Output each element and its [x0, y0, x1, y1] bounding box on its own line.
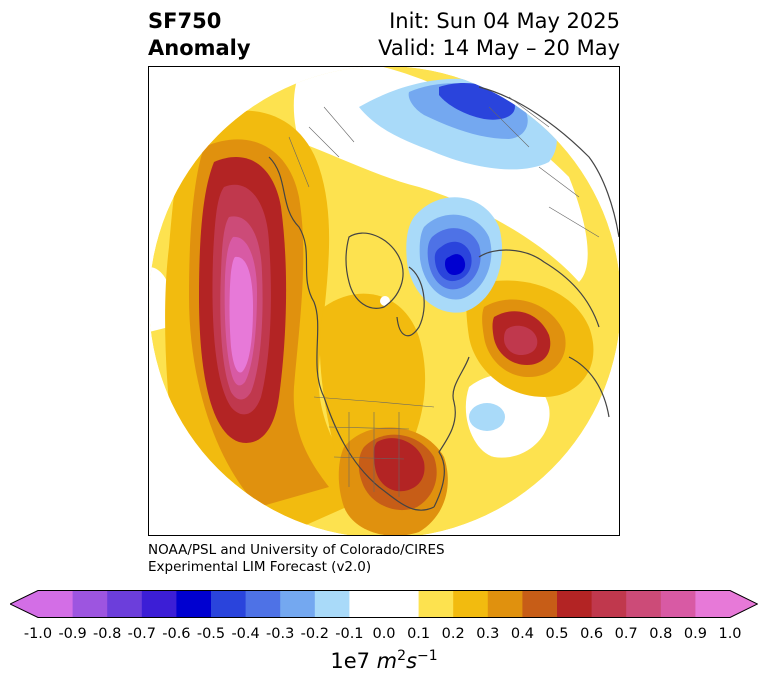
colorbar-segment [245, 590, 281, 618]
colorbar-segment [695, 590, 731, 618]
colorbar-tick-label: 0.8 [649, 626, 673, 642]
colorbar-tick-label: -0.3 [266, 626, 295, 642]
anomaly-map [149, 67, 619, 535]
date-block: Init: Sun 04 May 2025 Valid: 14 May – 20… [378, 8, 620, 62]
colorbar-tick-label: 0.0 [372, 626, 396, 642]
colorbar-segment [418, 590, 454, 618]
colorbar-segment [176, 590, 212, 618]
eurasia-high-core [504, 325, 538, 355]
colorbar-tick-label: 0.7 [614, 626, 638, 642]
map-frame [148, 66, 620, 536]
colorbar-tick-label: -0.5 [196, 626, 226, 642]
colorbar-tick-label: 0.9 [683, 626, 707, 642]
greenland-outline [396, 266, 425, 337]
colorbar-outline [10, 590, 758, 618]
colorbar-segment [522, 590, 558, 618]
colorbar-segment [591, 590, 627, 618]
colorbar-tick-label: -0.9 [58, 626, 87, 642]
colorbar-max-extend-arrow [730, 590, 758, 618]
us-canada-border [313, 396, 435, 408]
colorbar-tick-label: -0.4 [231, 626, 260, 642]
colorbar-tick-label: -0.1 [335, 626, 364, 642]
colorbar-segment [349, 590, 385, 618]
us-state-lines [328, 412, 410, 497]
units-exp-1: 2 [397, 648, 407, 664]
colorbar-tick-label: 0.6 [580, 626, 604, 642]
colorbar-segment [38, 590, 74, 618]
colorbar-tick-label: -0.6 [162, 626, 191, 642]
pole-neutral-dot [380, 296, 390, 306]
east-asia-borders [288, 106, 355, 188]
colorbar-tick-label: 1.0 [718, 626, 742, 642]
colorbar-segment [660, 590, 696, 618]
units-prefix: 1e7 [330, 649, 377, 673]
atlantic-low-patch [469, 403, 505, 431]
colorbar-tick-label: -1.0 [23, 626, 53, 642]
colorbar-segment [314, 590, 350, 618]
pacific-ridge-peak [229, 256, 253, 373]
siberian-low-core [445, 254, 466, 275]
init-date-label: Init: Sun 04 May 2025 [389, 9, 620, 33]
colorbar-segment [626, 590, 662, 618]
colorbar-units: 1e7 m2s−1 [0, 648, 768, 673]
north-america-east-coast [433, 356, 470, 508]
valid-range-label: Valid: 14 May – 20 May [378, 36, 620, 60]
europe-coast [568, 356, 610, 418]
hudson-bay-outline [345, 232, 404, 309]
colorbar-segment [557, 590, 593, 618]
colorbar-tick-label: 0.5 [545, 626, 569, 642]
colorbar-tick-label: 0.1 [407, 626, 431, 642]
colorbar-tick-label: -0.8 [93, 626, 122, 642]
colorbar-tick-label: 0.3 [476, 626, 500, 642]
colorbar-segment [211, 590, 247, 618]
credit-line-1: NOAA/PSL and University of Colorado/CIRE… [148, 542, 445, 558]
colorbar-segment [453, 590, 489, 618]
political-borders [288, 96, 600, 497]
title-variable: SF750 [148, 9, 222, 33]
colorbar-segment [141, 590, 177, 618]
colorbar-tick-label: 0.2 [441, 626, 465, 642]
colorbar-tick-label: -0.7 [127, 626, 156, 642]
colorbar-segment [280, 590, 316, 618]
colorbar-segment [72, 590, 108, 618]
units-s: s [406, 649, 418, 673]
asia-borders [488, 96, 600, 238]
colorbar-min-extend-arrow [10, 590, 38, 618]
title-field: Anomaly [148, 36, 251, 60]
anomaly-fill-layer [149, 67, 619, 535]
title-block: SF750 Anomaly [148, 8, 251, 62]
colorbar-tick-label: 0.4 [510, 626, 534, 642]
credit-line-2: Experimental LIM Forecast (v2.0) [148, 559, 372, 575]
eurasia-north-coast [478, 249, 600, 328]
credit-block: NOAA/PSL and University of Colorado/CIRE… [148, 542, 445, 576]
colorbar [10, 590, 758, 618]
units-exp-2: −1 [417, 648, 438, 664]
units-m: m [376, 649, 398, 673]
colorbar-segment [107, 590, 143, 618]
north-america-west-coast [268, 156, 435, 511]
colorbar-tick-label: -0.2 [300, 626, 329, 642]
colorbar-ticks: -1.0 -0.9 -0.8 -0.7 -0.6 -0.5 -0.4 -0.3 -0.2 -0.1… [0, 626, 768, 646]
colorbar-segment [487, 590, 523, 618]
colorbar-segment [384, 590, 420, 618]
